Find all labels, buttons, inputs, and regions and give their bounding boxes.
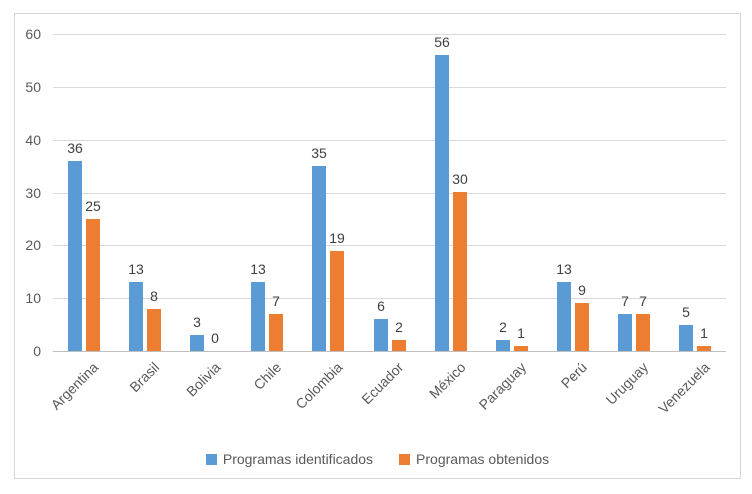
data-label-programas-identificados-brasil: 13 [128, 261, 144, 277]
x-tick-label-paraguay: Paraguay [475, 359, 530, 413]
data-label-programas-identificados-peru: 13 [556, 261, 572, 277]
data-label-programas-identificados-paraguay: 2 [499, 319, 507, 335]
bar-programas-obtenidos-ecuador [392, 340, 406, 351]
data-label-programas-obtenidos-venezuela: 1 [700, 325, 708, 341]
y-tick-label-10: 10 [25, 290, 41, 306]
gridline-10 [53, 298, 726, 299]
legend-label: Programas identificados [222, 451, 374, 467]
bar-programas-obtenidos-argentina [86, 219, 100, 351]
bar-programas-identificados-mexico [435, 55, 449, 351]
data-label-programas-obtenidos-paraguay: 1 [517, 325, 525, 341]
x-tick-label-argentina: Argentina [47, 359, 102, 413]
bar-programas-obtenidos-uruguay [636, 314, 650, 351]
x-tick-label-venezuela: Venezuela [654, 359, 713, 417]
data-label-programas-obtenidos-peru: 9 [578, 282, 586, 298]
x-tick-label-brasil: Brasil [126, 359, 163, 396]
data-label-programas-obtenidos-ecuador: 2 [395, 319, 403, 335]
bar-programas-obtenidos-chile [269, 314, 283, 351]
legend-item-programas-identificados: Programas identificados [205, 451, 374, 467]
gridline-60 [53, 34, 726, 35]
legend-swatch-icon [399, 453, 411, 465]
bar-programas-identificados-chile [251, 282, 265, 351]
y-tick-label-20: 20 [25, 237, 41, 253]
data-label-programas-identificados-colombia: 35 [311, 145, 327, 161]
bar-programas-identificados-venezuela [679, 325, 693, 351]
data-label-programas-obtenidos-colombia: 19 [329, 230, 345, 246]
legend-swatch-icon [205, 453, 217, 465]
gridline-40 [53, 140, 726, 141]
bar-programas-obtenidos-brasil [147, 309, 161, 351]
data-label-programas-identificados-argentina: 36 [67, 140, 83, 156]
data-label-programas-identificados-bolivia: 3 [193, 314, 201, 330]
data-label-programas-obtenidos-argentina: 25 [85, 198, 101, 214]
x-tick-label-chile: Chile [250, 359, 285, 393]
data-label-programas-identificados-ecuador: 6 [377, 298, 385, 314]
gridline-20 [53, 245, 726, 246]
bar-programas-identificados-argentina [68, 161, 82, 351]
bar-programas-obtenidos-paraguay [514, 346, 528, 351]
bar-programas-identificados-peru [557, 282, 571, 351]
y-tick-label-0: 0 [33, 343, 41, 359]
bar-programas-identificados-colombia [312, 166, 326, 351]
data-label-programas-identificados-uruguay: 7 [621, 293, 629, 309]
x-tick-label-uruguay: Uruguay [602, 359, 652, 408]
x-axis-line [53, 351, 726, 352]
bar-programas-obtenidos-mexico [453, 192, 467, 351]
chart-frame: Programas identificados Programas obtenid… [14, 13, 741, 479]
gridline-30 [53, 193, 726, 194]
x-tick-label-ecuador: Ecuador [358, 359, 407, 408]
x-tick-label-peru: Perú [558, 359, 591, 392]
bar-programas-identificados-paraguay [496, 340, 510, 351]
data-label-programas-identificados-mexico: 56 [434, 34, 450, 50]
x-tick-label-mexico: México [425, 359, 469, 402]
data-label-programas-obtenidos-brasil: 8 [150, 288, 158, 304]
data-label-programas-obtenidos-chile: 7 [272, 293, 280, 309]
y-tick-label-50: 50 [25, 79, 41, 95]
data-label-programas-identificados-chile: 13 [250, 261, 266, 277]
gridline-50 [53, 87, 726, 88]
chart-legend: Programas identificados Programas obtenid… [15, 451, 740, 467]
bar-programas-obtenidos-peru [575, 303, 589, 351]
bar-programas-identificados-brasil [129, 282, 143, 351]
y-tick-label-60: 60 [25, 26, 41, 42]
bar-programas-identificados-uruguay [618, 314, 632, 351]
bar-programas-identificados-bolivia [190, 335, 204, 351]
bar-programas-obtenidos-venezuela [697, 346, 711, 351]
y-tick-label-40: 40 [25, 132, 41, 148]
data-label-programas-identificados-venezuela: 5 [682, 304, 690, 320]
legend-item-programas-obtenidos: Programas obtenidos [399, 451, 549, 467]
x-tick-label-colombia: Colombia [292, 359, 346, 413]
data-label-programas-obtenidos-mexico: 30 [452, 171, 468, 187]
y-tick-label-30: 30 [25, 185, 41, 201]
bar-programas-identificados-ecuador [374, 319, 388, 351]
legend-label: Programas obtenidos [416, 451, 550, 467]
data-label-programas-obtenidos-bolivia: 0 [211, 330, 219, 346]
data-label-programas-obtenidos-uruguay: 7 [639, 293, 647, 309]
bar-programas-obtenidos-colombia [330, 251, 344, 351]
x-tick-label-bolivia: Bolivia [182, 359, 224, 400]
